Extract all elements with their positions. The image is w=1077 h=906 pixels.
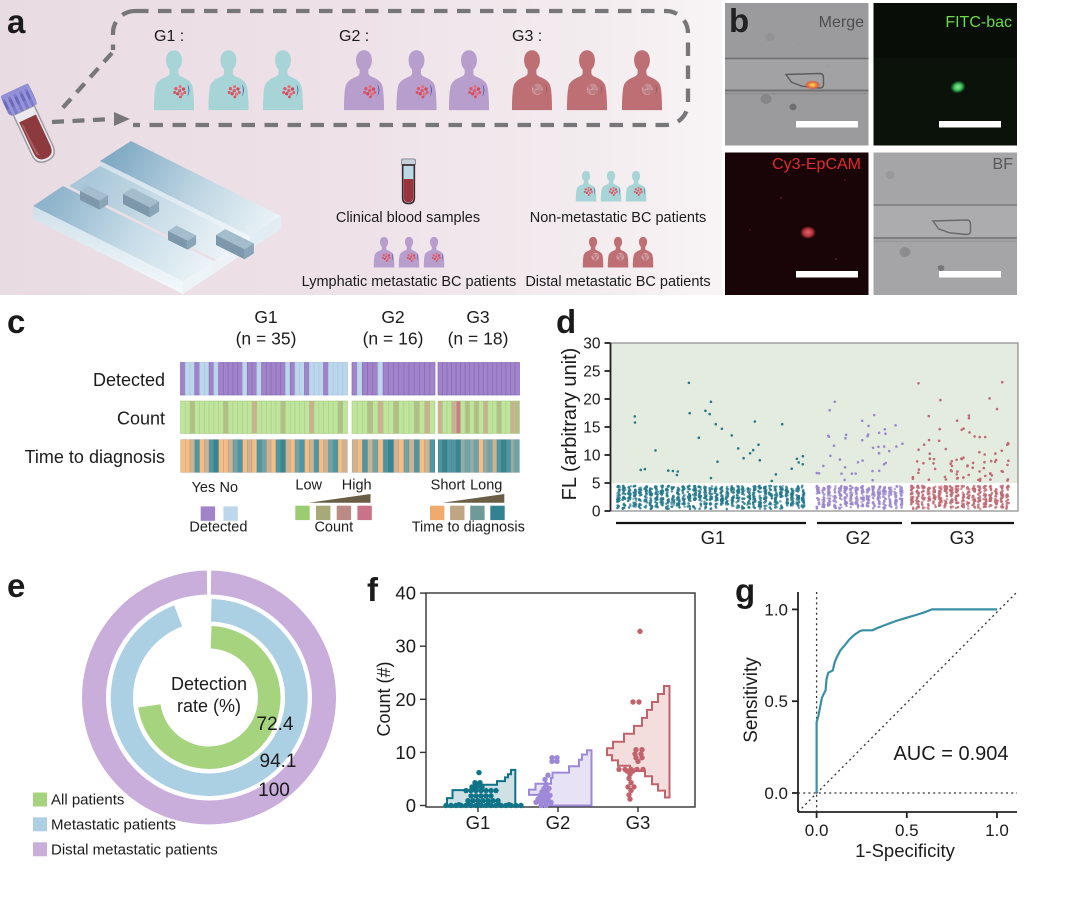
svg-text:G1 :: G1 :	[154, 28, 184, 45]
svg-text:G3 :: G3 :	[512, 28, 542, 45]
svg-text:94.1: 94.1	[260, 751, 297, 772]
svg-text:All patients: All patients	[51, 792, 124, 809]
svg-text:b: b	[729, 2, 749, 39]
svg-text:g: g	[735, 572, 755, 609]
svg-text:d: d	[556, 303, 576, 340]
svg-text:Clinical blood samples: Clinical blood samples	[336, 210, 480, 226]
svg-text:f: f	[367, 571, 379, 608]
svg-text:Cy3-EpCAM: Cy3-EpCAM	[772, 156, 861, 173]
svg-text:0: 0	[406, 795, 416, 816]
svg-text:G1: G1	[701, 527, 726, 548]
svg-text:Detected: Detected	[93, 370, 165, 390]
svg-text:Low: Low	[295, 478, 322, 494]
svg-text:30: 30	[395, 636, 416, 657]
svg-text:rate (%): rate (%)	[177, 696, 241, 716]
svg-text:Detected: Detected	[189, 520, 247, 536]
svg-text:0: 0	[592, 504, 601, 521]
svg-text:(n = 18): (n = 18)	[448, 329, 509, 349]
svg-text:Distal metastatic patients: Distal metastatic patients	[51, 841, 218, 858]
svg-text:a: a	[7, 3, 26, 40]
svg-text:Distal metastatic BC patients: Distal metastatic BC patients	[525, 274, 710, 290]
svg-text:G2: G2	[846, 527, 871, 548]
svg-text:25: 25	[583, 364, 600, 381]
svg-text:Count (#): Count (#)	[374, 661, 394, 736]
svg-text:10: 10	[395, 742, 416, 763]
svg-text:(n = 16): (n = 16)	[363, 329, 424, 349]
svg-text:72.4: 72.4	[257, 714, 294, 735]
svg-text:Yes: Yes	[192, 480, 216, 496]
svg-text:G3: G3	[950, 527, 975, 548]
svg-text:Long: Long	[470, 478, 502, 494]
svg-text:G2 :: G2 :	[339, 28, 369, 45]
svg-text:1.0: 1.0	[764, 600, 788, 619]
svg-text:1-Specificity: 1-Specificity	[855, 840, 955, 861]
svg-text:Lymphatic metastatic BC patien: Lymphatic metastatic BC patients	[302, 274, 517, 290]
svg-text:e: e	[7, 567, 25, 604]
svg-text:100: 100	[258, 780, 290, 801]
svg-text:G2: G2	[381, 307, 404, 327]
svg-text:10: 10	[583, 448, 601, 465]
svg-text:(n = 35): (n = 35)	[236, 329, 297, 349]
svg-text:5: 5	[592, 476, 601, 493]
svg-text:1.0: 1.0	[985, 821, 1009, 840]
svg-text:Detection: Detection	[171, 674, 247, 694]
svg-text:Non-metastatic BC patients: Non-metastatic BC patients	[530, 210, 707, 226]
svg-text:0.5: 0.5	[764, 692, 788, 711]
svg-text:FL (arbitrary unit): FL (arbitrary unit)	[559, 348, 581, 501]
svg-text:20: 20	[395, 689, 416, 710]
svg-text:FITC-bac: FITC-bac	[945, 14, 1012, 31]
svg-text:G1: G1	[254, 307, 277, 327]
svg-text:20: 20	[583, 392, 601, 409]
svg-text:Time to diagnosis: Time to diagnosis	[25, 447, 165, 467]
svg-text:c: c	[7, 303, 25, 340]
svg-text:BF: BF	[993, 156, 1014, 173]
svg-text:Count: Count	[314, 520, 353, 536]
svg-text:Time to diagnosis: Time to diagnosis	[412, 520, 525, 536]
svg-text:0.5: 0.5	[895, 821, 919, 840]
svg-text:G3: G3	[466, 307, 489, 327]
svg-text:AUC = 0.904: AUC = 0.904	[893, 743, 1008, 765]
svg-text:0.0: 0.0	[764, 784, 788, 803]
svg-text:Sensitivity: Sensitivity	[741, 657, 762, 743]
svg-text:No: No	[220, 480, 239, 496]
svg-text:High: High	[342, 478, 372, 494]
svg-text:G3: G3	[626, 812, 651, 833]
svg-text:Count: Count	[117, 409, 165, 429]
svg-text:Merge: Merge	[819, 14, 864, 31]
svg-text:Metastatic patients: Metastatic patients	[51, 816, 176, 833]
svg-text:40: 40	[395, 583, 416, 604]
svg-text:30: 30	[583, 336, 601, 353]
svg-text:G1: G1	[466, 812, 491, 833]
svg-text:G2: G2	[546, 812, 571, 833]
svg-text:Short: Short	[431, 478, 466, 494]
svg-text:0.0: 0.0	[805, 821, 829, 840]
svg-text:15: 15	[583, 420, 600, 437]
